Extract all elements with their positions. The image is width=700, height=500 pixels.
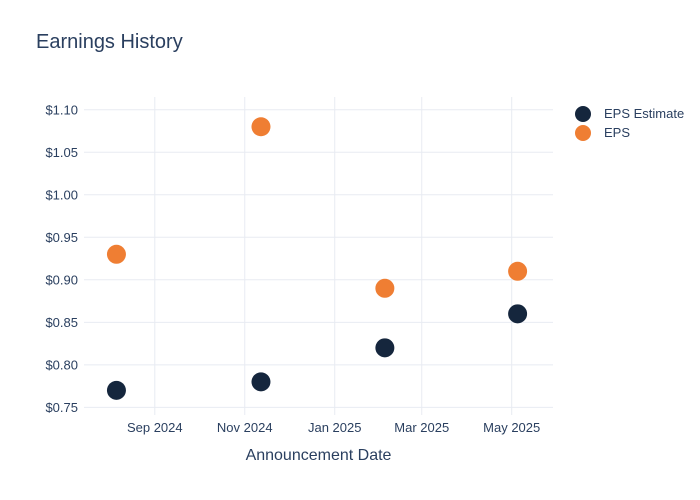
data-point-eps-estimate[interactable] [106, 380, 126, 400]
legend-label-eps-estimate: EPS Estimate [604, 106, 685, 121]
x-axis-title: Announcement Date [245, 447, 392, 464]
data-point-eps-estimate[interactable] [508, 304, 528, 324]
x-tick-label: May 2025 [483, 420, 540, 435]
legend-item-eps[interactable]: EPS [575, 123, 684, 142]
data-point-eps-estimate[interactable] [251, 372, 271, 392]
y-tick-label: $1.00 [45, 187, 78, 202]
y-tick-label: $1.05 [45, 145, 78, 160]
data-point-eps-estimate[interactable] [375, 338, 395, 358]
legend-marker-eps-estimate [575, 105, 591, 122]
x-tick-label: Mar 2025 [394, 420, 449, 435]
y-tick-label: $0.75 [45, 400, 78, 415]
x-tick-label: Sep 2024 [127, 420, 183, 435]
y-tick-label: $0.95 [45, 230, 78, 245]
y-tick-label: $1.10 [45, 102, 78, 117]
data-point-eps[interactable] [106, 244, 126, 264]
data-point-eps[interactable] [508, 261, 528, 281]
legend-item-eps-estimate[interactable]: EPS Estimate [575, 104, 684, 123]
y-tick-label: $0.80 [45, 357, 78, 372]
x-tick-label: Jan 2025 [308, 420, 362, 435]
data-point-eps[interactable] [375, 278, 395, 298]
y-tick-label: $0.90 [45, 272, 78, 287]
legend: EPS Estimate EPS [575, 104, 684, 142]
data-point-eps[interactable] [251, 117, 271, 137]
legend-label-eps: EPS [604, 125, 631, 140]
y-tick-label: $0.85 [45, 315, 78, 330]
x-tick-label: Nov 2024 [217, 420, 273, 435]
chart-title: Earnings History [36, 31, 183, 53]
legend-marker-eps [575, 124, 591, 141]
